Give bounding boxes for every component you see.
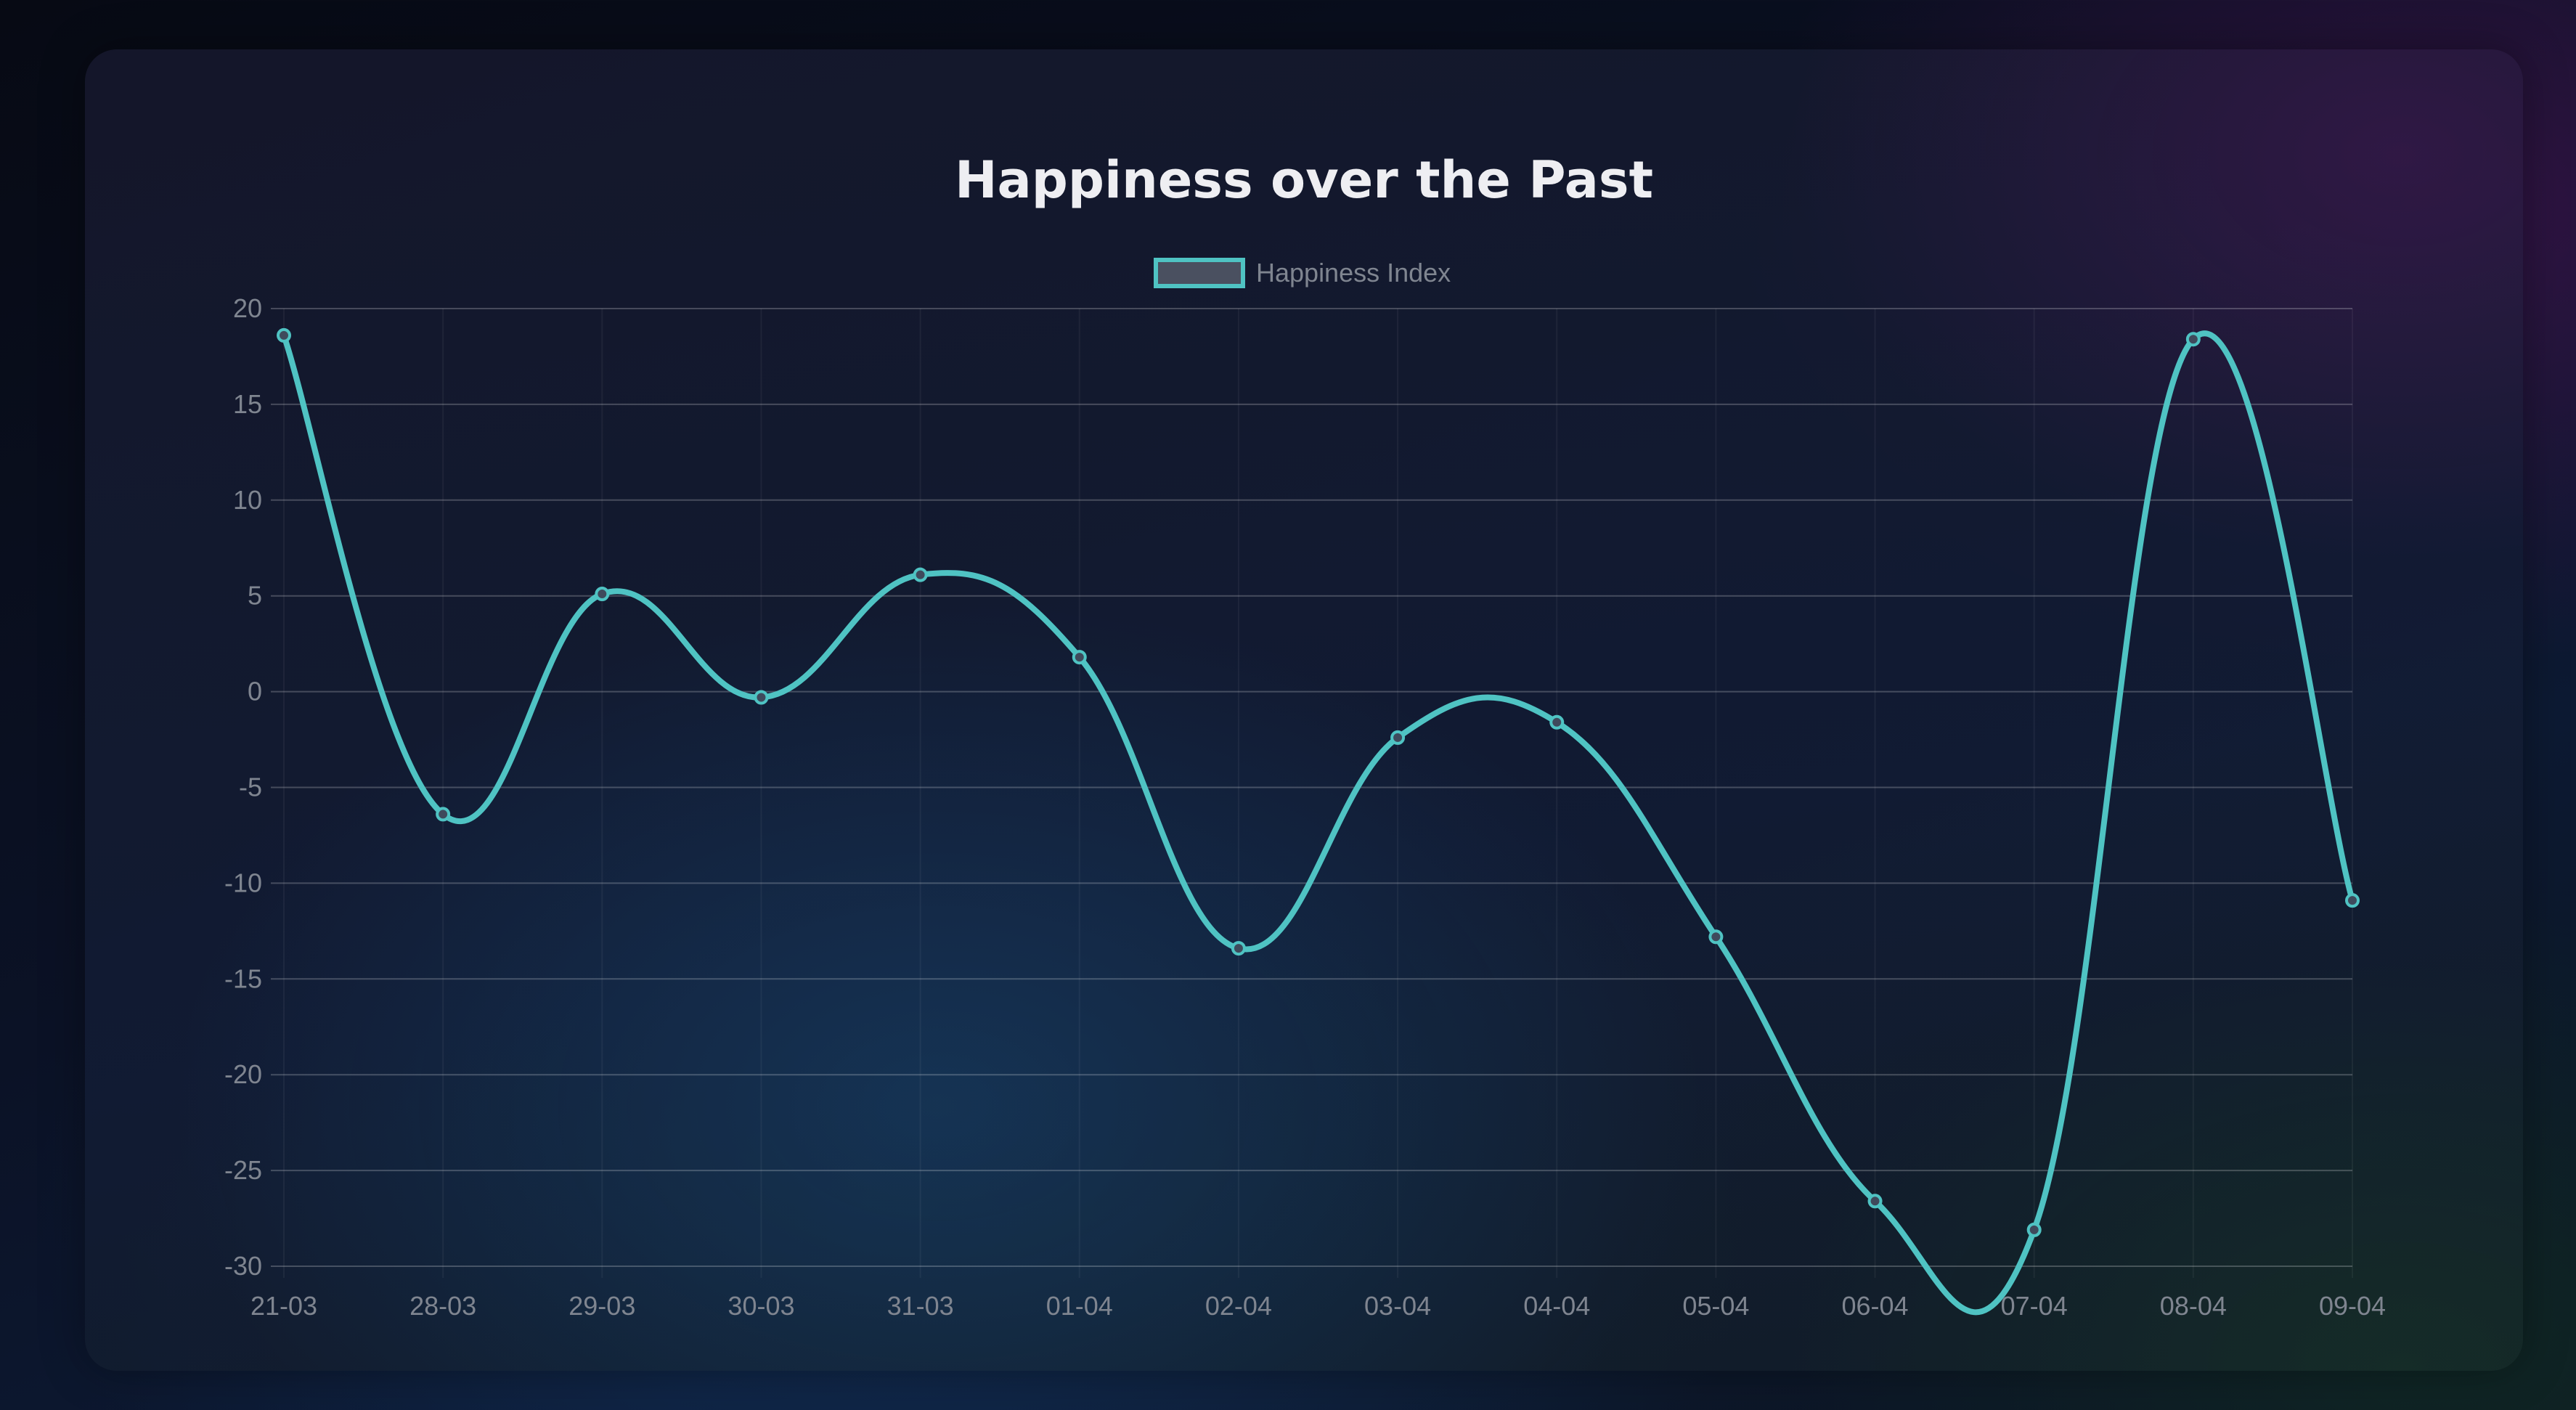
y-tick-label: -30 xyxy=(224,1251,262,1281)
data-point[interactable] xyxy=(1549,714,1565,730)
data-point[interactable] xyxy=(754,690,769,705)
y-tick-label: -5 xyxy=(239,773,262,802)
x-tick-label: 05-04 xyxy=(1682,1291,1749,1321)
horizontal-gridlines xyxy=(271,308,2352,1267)
data-point[interactable] xyxy=(436,807,451,822)
data-point[interactable] xyxy=(2185,332,2201,347)
legend-swatch xyxy=(1154,258,1245,288)
y-tick-label: -15 xyxy=(224,963,262,993)
x-tick-label: 09-04 xyxy=(2319,1291,2386,1321)
x-tick-label: 30-03 xyxy=(727,1291,794,1321)
y-tick-label: 0 xyxy=(248,677,262,706)
x-axis-ticks: 21-03 28-03 29-03 30-03 31-03 01-04 02-04 03-04… xyxy=(250,1291,2386,1321)
data-point[interactable] xyxy=(595,587,610,602)
vertical-gridlines xyxy=(283,309,2353,1278)
x-tick-label: 02-04 xyxy=(1205,1291,1272,1321)
y-tick-label: 15 xyxy=(233,389,262,419)
legend-label: Happiness Index xyxy=(1256,258,1451,288)
y-tick-label: -25 xyxy=(224,1155,262,1185)
x-tick-label: 31-03 xyxy=(887,1291,954,1321)
chart-title: Happiness over the Past xyxy=(955,150,1653,210)
x-tick-label: 07-04 xyxy=(2001,1291,2068,1321)
data-point[interactable] xyxy=(913,567,928,582)
data-point[interactable] xyxy=(1072,650,1087,665)
data-point[interactable] xyxy=(1390,730,1406,745)
x-tick-label: 06-04 xyxy=(1841,1291,1908,1321)
data-point[interactable] xyxy=(277,327,291,343)
x-tick-label: 08-04 xyxy=(2160,1291,2227,1321)
x-tick-label: 28-03 xyxy=(409,1291,476,1321)
y-tick-label: -10 xyxy=(224,868,262,897)
data-point[interactable] xyxy=(1867,1194,1883,1209)
x-tick-label: 01-04 xyxy=(1046,1291,1113,1321)
y-tick-label: -20 xyxy=(224,1059,262,1089)
series-line-happiness-index xyxy=(281,330,2355,1316)
x-tick-label: 04-04 xyxy=(1523,1291,1590,1321)
data-point[interactable] xyxy=(1708,929,1724,945)
y-tick-label: 10 xyxy=(233,485,262,515)
y-axis-ticks: 20 15 10 5 0 -5 -10 -15 -20 -25 -30 xyxy=(224,293,262,1281)
data-point[interactable] xyxy=(2026,1222,2042,1237)
x-tick-label: 03-04 xyxy=(1364,1291,1431,1321)
legend[interactable]: Happiness Index xyxy=(1154,258,1451,288)
y-tick-label: 20 xyxy=(233,293,262,323)
data-point[interactable] xyxy=(1231,941,1246,956)
data-points xyxy=(277,327,2360,1237)
data-point[interactable] xyxy=(2345,893,2360,908)
x-tick-label: 29-03 xyxy=(568,1291,635,1321)
y-tick-label: 5 xyxy=(248,581,262,611)
x-tick-label: 21-03 xyxy=(250,1291,317,1321)
